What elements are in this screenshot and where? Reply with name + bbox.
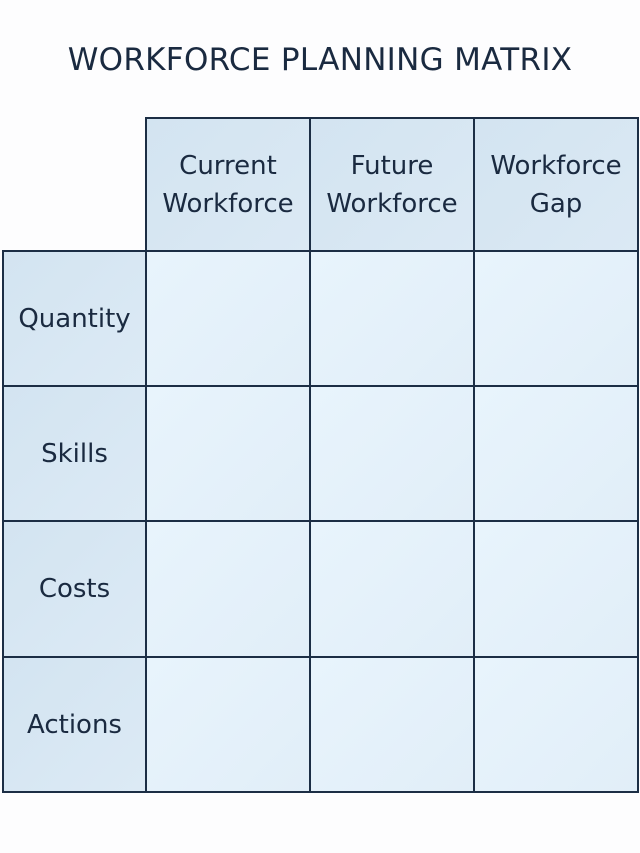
matrix-cell <box>309 250 475 387</box>
row-header-label: Quantity <box>18 303 131 334</box>
column-header: Current Workforce <box>145 117 311 252</box>
matrix-cell <box>145 520 311 658</box>
column-header: Future Workforce <box>309 117 475 252</box>
matrix-cell <box>473 250 639 387</box>
matrix-cell <box>473 656 639 793</box>
row-header: Costs <box>2 520 147 658</box>
column-header-label: Workforce Gap <box>490 150 622 219</box>
matrix-cell <box>309 385 475 522</box>
matrix-cell <box>473 385 639 522</box>
matrix-title: WORKFORCE PLANNING MATRIX <box>67 42 573 78</box>
row-header: Skills <box>2 385 147 522</box>
matrix-cell <box>145 385 311 522</box>
matrix-cell <box>145 250 311 387</box>
row-header-label: Skills <box>41 438 108 469</box>
matrix-cell <box>309 656 475 793</box>
matrix-cell <box>145 656 311 793</box>
row-header-label: Actions <box>27 709 122 740</box>
column-header: Workforce Gap <box>473 117 639 252</box>
row-header: Quantity <box>2 250 147 387</box>
column-header-label: Current Workforce <box>162 150 294 219</box>
matrix-cell <box>309 520 475 658</box>
row-header: Actions <box>2 656 147 793</box>
row-header-label: Costs <box>38 574 111 604</box>
column-header-label: Future Workforce <box>326 150 458 219</box>
matrix-cell <box>473 520 639 658</box>
workforce-matrix: Current Workforce Future Workforce Workfor… <box>2 117 639 793</box>
